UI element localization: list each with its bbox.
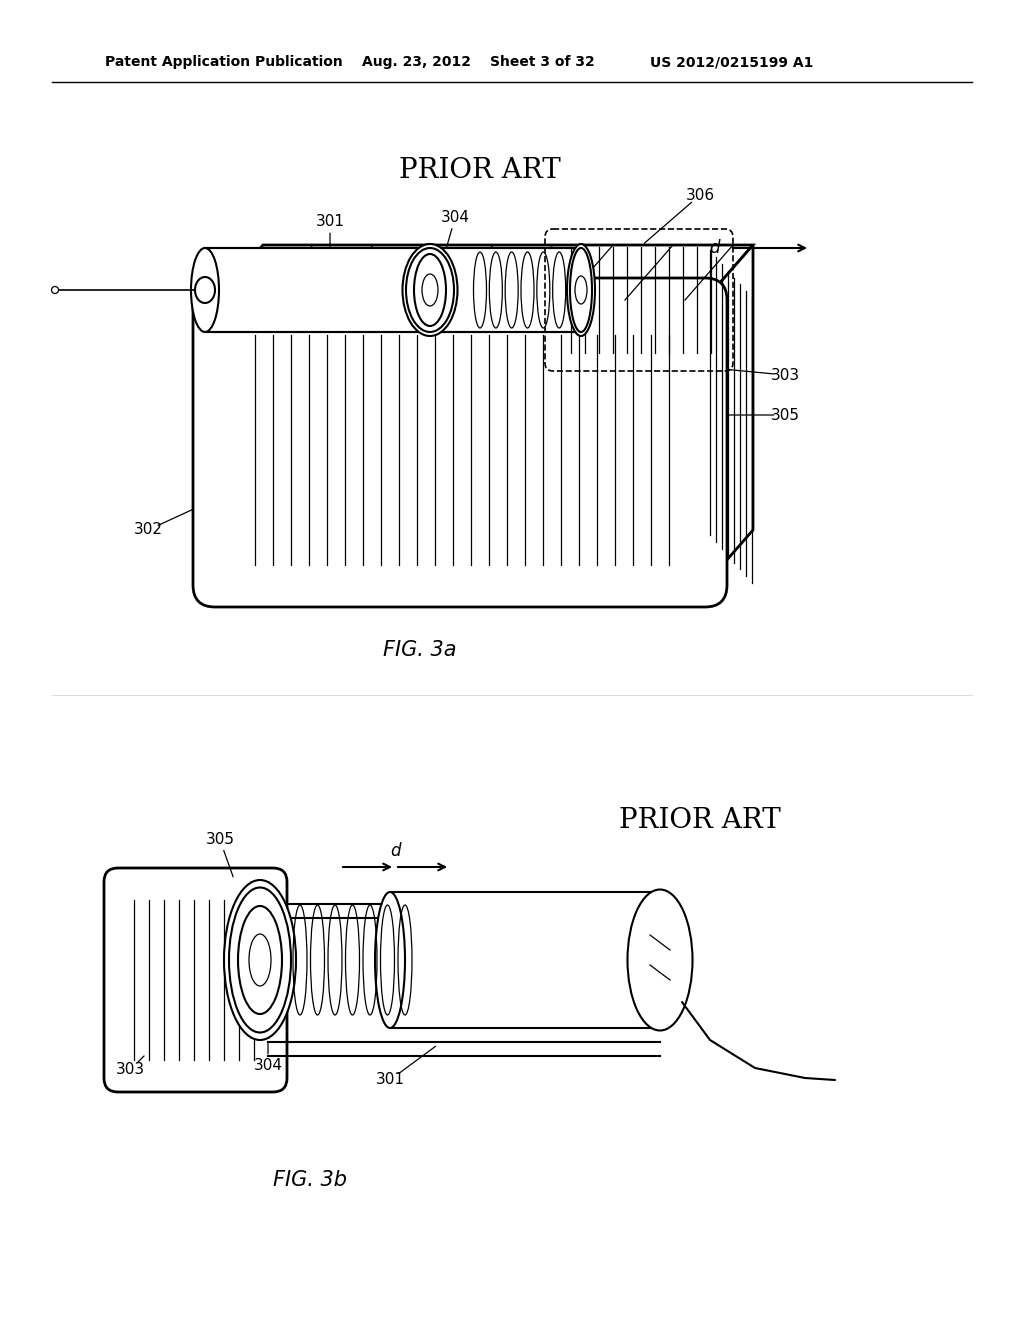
Text: d: d xyxy=(710,239,720,257)
Text: 304: 304 xyxy=(254,1057,283,1072)
Text: 304: 304 xyxy=(440,210,469,226)
FancyBboxPatch shape xyxy=(104,869,287,1092)
Polygon shape xyxy=(705,246,753,585)
Ellipse shape xyxy=(414,253,446,326)
Ellipse shape xyxy=(195,277,215,304)
Ellipse shape xyxy=(628,890,692,1031)
Ellipse shape xyxy=(249,935,271,986)
Bar xyxy=(390,892,660,1028)
Ellipse shape xyxy=(238,906,282,1014)
Text: 301: 301 xyxy=(315,214,344,230)
Text: US 2012/0215199 A1: US 2012/0215199 A1 xyxy=(650,55,813,69)
Text: PRIOR ART: PRIOR ART xyxy=(620,807,781,833)
Ellipse shape xyxy=(570,248,592,333)
Text: 306: 306 xyxy=(685,187,715,202)
FancyBboxPatch shape xyxy=(193,279,727,607)
Polygon shape xyxy=(215,246,753,300)
Bar xyxy=(205,248,585,333)
Ellipse shape xyxy=(422,275,438,306)
Ellipse shape xyxy=(191,248,219,333)
Ellipse shape xyxy=(229,887,291,1032)
Text: d: d xyxy=(390,842,400,861)
Ellipse shape xyxy=(406,248,454,333)
Text: 303: 303 xyxy=(770,367,800,383)
Text: FIG. 3a: FIG. 3a xyxy=(383,640,457,660)
Text: Aug. 23, 2012: Aug. 23, 2012 xyxy=(362,55,471,69)
Text: Sheet 3 of 32: Sheet 3 of 32 xyxy=(490,55,595,69)
Ellipse shape xyxy=(375,892,406,1028)
Text: PRIOR ART: PRIOR ART xyxy=(399,157,561,183)
Circle shape xyxy=(51,286,58,293)
Ellipse shape xyxy=(575,276,587,304)
Ellipse shape xyxy=(224,880,296,1040)
Text: 302: 302 xyxy=(133,523,163,537)
Ellipse shape xyxy=(402,244,458,337)
Text: FIG. 3b: FIG. 3b xyxy=(273,1170,347,1191)
Text: Patent Application Publication: Patent Application Publication xyxy=(105,55,343,69)
Text: 305: 305 xyxy=(206,833,234,847)
Ellipse shape xyxy=(567,244,595,337)
Text: 303: 303 xyxy=(116,1063,144,1077)
Text: 301: 301 xyxy=(376,1072,404,1088)
Text: 305: 305 xyxy=(770,408,800,422)
